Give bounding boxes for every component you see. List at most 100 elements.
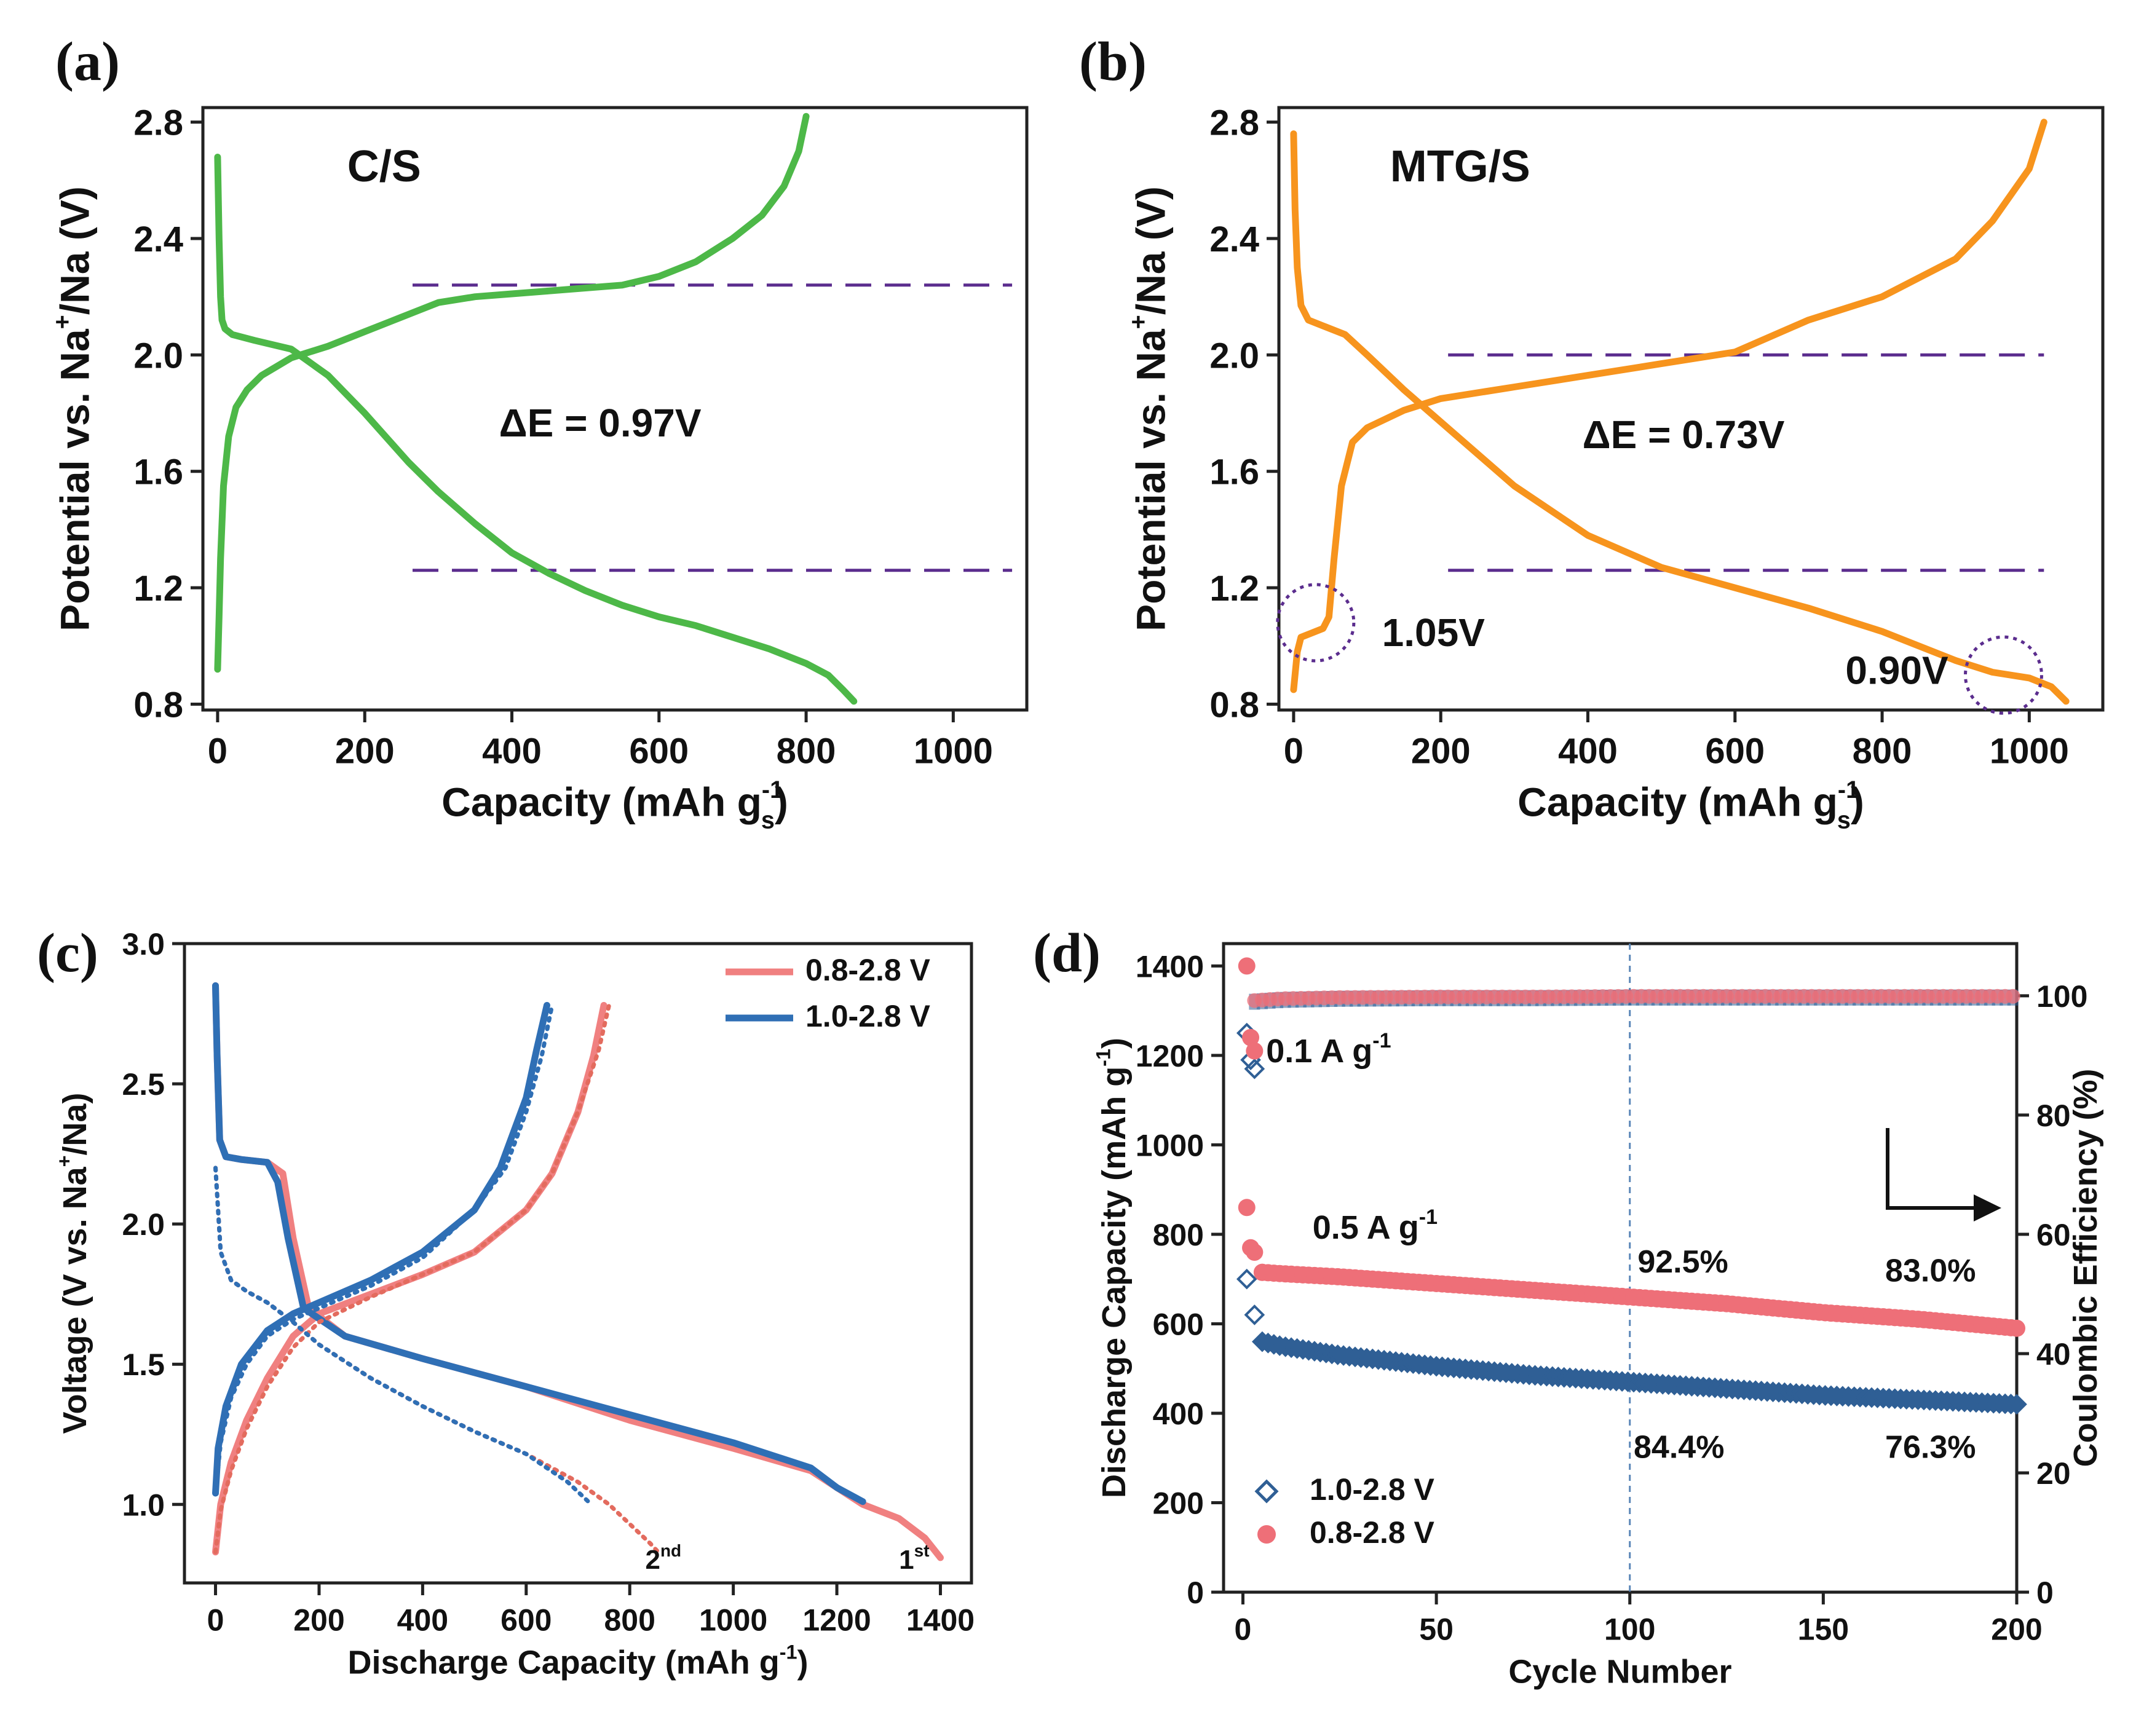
data-point — [1246, 1244, 1264, 1261]
y-tick-label: 2.4 — [1209, 219, 1259, 259]
data-point — [1246, 1042, 1264, 1060]
data-point — [2006, 1394, 2027, 1415]
y-tick-label: 1.2 — [1209, 569, 1259, 609]
x-axis-label: Capacity (mAh g-1 s) — [1517, 776, 1864, 834]
annotation: ΔE = 0.97V — [499, 401, 702, 445]
x-axis-label-text: Cycle Number — [1508, 1654, 1731, 1691]
cycle-label-sup: nd — [660, 1541, 681, 1560]
panel-c: (c) 0 200 400 600 800 1000 1200 1400 1.0 1.5 2.0 2.5… — [37, 923, 975, 1681]
x-tick-label: 400 — [482, 732, 542, 771]
x-axis-label-text: Capacity (mAh g — [441, 779, 762, 825]
data-point — [1236, 1268, 1257, 1290]
y-axis-label-sup: + — [53, 1155, 76, 1167]
legend-label: 0.8-2.8 V — [1310, 1515, 1435, 1550]
axes-frame — [201, 106, 1029, 712]
x-tick-label: 400 — [1558, 732, 1618, 771]
ce-marker-red — [2005, 988, 2020, 1004]
axis-arrow — [1886, 1128, 1980, 1210]
data-point — [1242, 1028, 1260, 1046]
annotation: 0.90V — [1845, 648, 1948, 692]
legend-label: 0.8-2.8 V — [805, 953, 931, 987]
annotation: ΔE = 0.73V — [1583, 412, 1785, 457]
x-tick-label: 1000 — [699, 1603, 767, 1638]
x-axis-label-text: Capacity (mAh g — [1517, 779, 1838, 825]
x-axis-label-close: ) — [1851, 779, 1864, 825]
percent-label: 92.5% — [1637, 1244, 1728, 1280]
data-point — [1238, 957, 1256, 975]
y-axis-label-tail: ) — [1096, 1038, 1133, 1049]
y-axis-label: Discharge Capacity (mAh g-1) — [1093, 1038, 1133, 1498]
x-tick-label: 1200 — [802, 1603, 871, 1638]
series-line — [213, 1166, 591, 1504]
legend-marker — [1257, 1525, 1276, 1544]
y-tick-label: 600 — [1153, 1307, 1204, 1341]
y-tick-label: 2.0 — [122, 1207, 165, 1242]
cycle-label-text: 1 — [899, 1545, 914, 1575]
x-tick-label: 1000 — [1990, 732, 2069, 771]
panel-title: MTG/S — [1390, 142, 1530, 191]
highlight-circle — [1276, 583, 1356, 663]
y-tick-label: 1.2 — [133, 569, 183, 609]
y2-tick-label: 100 — [2036, 979, 2087, 1014]
y-tick-label: 800 — [1153, 1218, 1204, 1252]
series-line — [213, 1003, 555, 1496]
panel-label: (d) — [1033, 923, 1101, 984]
y-tick-label: 1.6 — [133, 452, 183, 492]
y-axis-label-tail: /Na (V) — [52, 186, 97, 315]
y-tick-label: 0.8 — [133, 685, 183, 725]
x-axis-label: Capacity (mAh g-1 s) — [441, 776, 788, 834]
y-tick-label: 2.8 — [133, 103, 183, 143]
y2-tick-label: 0 — [2036, 1576, 2054, 1610]
x-tick-label: 200 — [335, 732, 395, 771]
x-tick-label: 600 — [500, 1603, 552, 1638]
y-axis-label-sup: -1 — [1093, 1049, 1115, 1067]
y-tick-label: 400 — [1153, 1397, 1204, 1431]
rate-label-sup: -1 — [1419, 1205, 1438, 1229]
panel-label: (c) — [37, 923, 98, 984]
x-tick-label: 400 — [397, 1603, 448, 1638]
panel-label: (a) — [55, 31, 120, 92]
rate-label-text: 0.1 A g — [1266, 1033, 1372, 1070]
x-tick-label: 1000 — [914, 732, 993, 771]
cycle-label-sup: st — [914, 1541, 930, 1560]
percent-label: 76.3% — [1885, 1430, 1976, 1466]
x-axis-label-sub: s — [761, 807, 775, 834]
x-axis-label-text: Discharge Capacity (mAh g — [348, 1644, 780, 1681]
x-axis-label-sub: s — [1837, 807, 1851, 834]
x-axis-label: Discharge Capacity (mAh g-1) — [348, 1641, 809, 1681]
x-tick-label: 0 — [1235, 1612, 1252, 1647]
y-tick-label: 200 — [1153, 1486, 1204, 1520]
percent-label: 83.0% — [1885, 1253, 1976, 1288]
highlight-circle — [1963, 635, 2043, 715]
annotation: 1.05V — [1382, 610, 1485, 655]
x-tick-label: 800 — [604, 1603, 655, 1638]
y-tick-label: 2.0 — [1209, 336, 1259, 376]
y-axis-label: Voltage (V vs. Na+/Na) — [53, 1092, 93, 1434]
x-tick-label: 0 — [207, 1603, 224, 1638]
x-tick-label: 1400 — [906, 1603, 975, 1638]
rate-label-text: 0.5 A g — [1313, 1209, 1419, 1246]
series-line — [212, 982, 944, 1561]
panel-title: C/S — [347, 142, 421, 191]
y-tick-label: 2.0 — [133, 336, 183, 376]
x-tick-label: 0 — [1284, 732, 1303, 771]
y-axis-label-tail: /Na) — [57, 1092, 93, 1155]
x-axis-label-sup: -1 — [1838, 776, 1859, 803]
rate-label-sup: -1 — [1372, 1029, 1391, 1052]
panel-label: (b) — [1079, 31, 1147, 92]
x-axis-label-sup: -1 — [780, 1641, 797, 1663]
series-line — [1290, 119, 2047, 693]
panel-b: (b) 0 200 400 600 800 1000 0.8 1.2 1.6 2.0 2.4 2.8 Ca… — [1079, 31, 2105, 834]
y-tick-label: 1.0 — [122, 1488, 165, 1522]
legend-marker — [1254, 1479, 1279, 1504]
x-tick-label: 100 — [1604, 1612, 1655, 1647]
x-axis-label-close: ) — [775, 779, 788, 825]
x-tick-label: 200 — [1991, 1612, 2042, 1647]
y-tick-label: 1.5 — [122, 1347, 165, 1382]
x-tick-label: 600 — [629, 732, 689, 771]
series-line — [214, 154, 858, 705]
y-tick-label: 1.6 — [1209, 452, 1259, 492]
x-tick-label: 150 — [1798, 1612, 1849, 1647]
y-tick-label: 1400 — [1136, 949, 1204, 984]
